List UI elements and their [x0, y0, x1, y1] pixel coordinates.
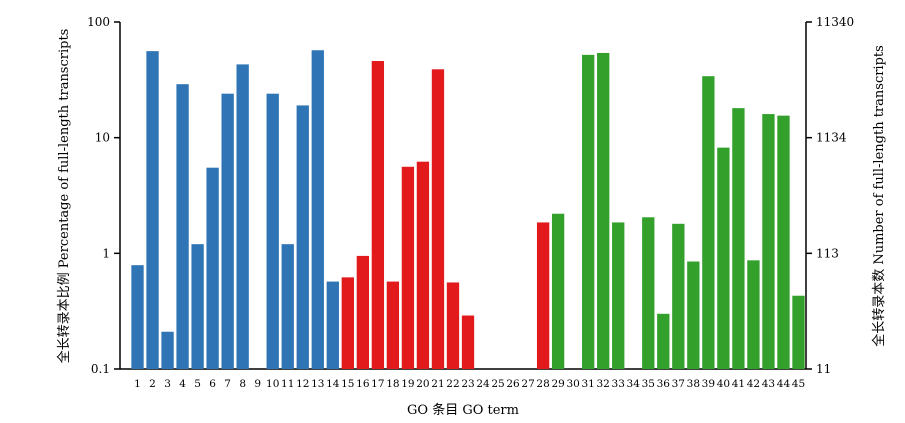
x-axis-title: GO 条目 GO term: [407, 402, 519, 418]
bar-go-term-1: [131, 265, 144, 369]
bar-go-term-8: [236, 64, 249, 370]
category-label-39: 39: [702, 378, 715, 390]
bar-go-term-19: [401, 166, 415, 369]
left-tick-label: 0.1: [91, 362, 110, 376]
category-label-45: 45: [792, 378, 805, 390]
category-label-23: 23: [461, 378, 474, 390]
category-label-12: 12: [296, 378, 309, 390]
category-label-28: 28: [536, 378, 549, 390]
category-label-16: 16: [356, 378, 370, 390]
bar-go-term-28: [536, 222, 550, 369]
category-label-29: 29: [551, 378, 564, 390]
category-label-17: 17: [371, 378, 384, 390]
bar-go-term-22: [446, 282, 460, 369]
category-label-6: 6: [209, 378, 216, 390]
bar-go-term-37: [672, 223, 685, 369]
right-tick-label: 113: [816, 246, 839, 260]
bar-go-term-6: [206, 167, 219, 369]
category-label-31: 31: [581, 378, 594, 390]
bar-go-term-41: [732, 108, 745, 369]
right-tick-label: 11340: [816, 15, 854, 29]
bar-go-term-17: [371, 61, 385, 369]
bar-go-term-40: [717, 147, 730, 369]
bar-go-term-7: [221, 93, 234, 369]
category-label-18: 18: [386, 378, 399, 390]
category-label-35: 35: [642, 378, 655, 390]
category-label-19: 19: [401, 378, 414, 390]
category-label-14: 14: [326, 378, 340, 390]
bars: [131, 50, 805, 370]
bar-go-term-4: [176, 84, 189, 370]
left-axis-title: 全长转录本比例 Percentage of full-length transc…: [56, 29, 72, 364]
category-label-32: 32: [597, 378, 610, 390]
category-label-3: 3: [164, 378, 171, 390]
bar-go-term-36: [657, 313, 670, 369]
category-label-21: 21: [431, 378, 444, 390]
category-label-9: 9: [254, 378, 261, 390]
bar-go-term-32: [597, 52, 610, 369]
category-label-22: 22: [446, 378, 459, 390]
category-label-42: 42: [747, 378, 760, 390]
category-label-2: 2: [149, 378, 156, 390]
left-tick-label: 1: [102, 246, 110, 260]
category-label-40: 40: [717, 378, 730, 390]
category-label-34: 34: [627, 378, 641, 390]
category-label-33: 33: [612, 378, 625, 390]
category-label-11: 11: [281, 378, 294, 390]
bar-go-term-16: [356, 255, 370, 369]
left-tick-label: 100: [87, 15, 110, 29]
left-tick-label: 10: [95, 131, 110, 145]
bar-go-term-42: [747, 260, 760, 369]
bar-go-term-23: [461, 315, 475, 369]
bar-go-term-2: [146, 51, 159, 369]
category-label-10: 10: [266, 378, 279, 390]
bar-go-term-5: [191, 244, 204, 369]
right-tick-label: 1134: [816, 131, 847, 145]
category-label-38: 38: [687, 378, 700, 390]
category-label-20: 20: [416, 378, 429, 390]
category-label-24: 24: [476, 378, 490, 390]
category-label-30: 30: [566, 378, 579, 390]
bar-go-term-21: [431, 69, 445, 370]
category-label-1: 1: [134, 378, 141, 390]
bar-go-term-29: [551, 213, 565, 369]
category-label-37: 37: [672, 378, 685, 390]
bar-go-term-14: [326, 281, 339, 369]
bar-go-term-38: [687, 261, 700, 369]
bar-go-term-12: [296, 105, 309, 370]
category-label-41: 41: [732, 378, 745, 390]
bar-go-term-35: [642, 217, 655, 369]
category-label-13: 13: [311, 378, 324, 390]
category-labels: 1 2 3 4 5 6 7 8 9 10 11 12 13 14 15 16 17 18 19 20 21 22 23 24 2…: [134, 378, 805, 390]
bar-go-term-11: [281, 244, 294, 369]
category-label-15: 15: [341, 378, 354, 390]
category-label-44: 44: [777, 378, 791, 390]
category-label-27: 27: [521, 378, 534, 390]
category-label-8: 8: [239, 378, 246, 390]
category-label-5: 5: [194, 378, 201, 390]
bar-go-term-45: [792, 295, 805, 369]
category-label-36: 36: [657, 378, 671, 390]
bar-go-term-10: [266, 93, 279, 369]
right-tick-label: 11: [816, 362, 831, 376]
bar-go-term-3: [161, 331, 174, 369]
category-label-26: 26: [506, 378, 520, 390]
bar-go-term-18: [386, 281, 400, 369]
category-label-25: 25: [491, 378, 504, 390]
bar-go-term-31: [582, 54, 595, 369]
bar-go-term-15: [341, 277, 354, 369]
bar-go-term-20: [416, 161, 430, 369]
category-label-43: 43: [762, 378, 775, 390]
bar-go-term-33: [612, 222, 625, 369]
bar-go-term-44: [777, 115, 790, 370]
category-label-4: 4: [179, 378, 186, 390]
bar-go-term-39: [702, 76, 715, 369]
bar-go-term-13: [311, 50, 324, 370]
category-label-7: 7: [224, 378, 231, 390]
bar-go-term-43: [762, 114, 775, 369]
right-axis-title: 全长转录本数 Number of full-length transcripts: [871, 45, 887, 347]
